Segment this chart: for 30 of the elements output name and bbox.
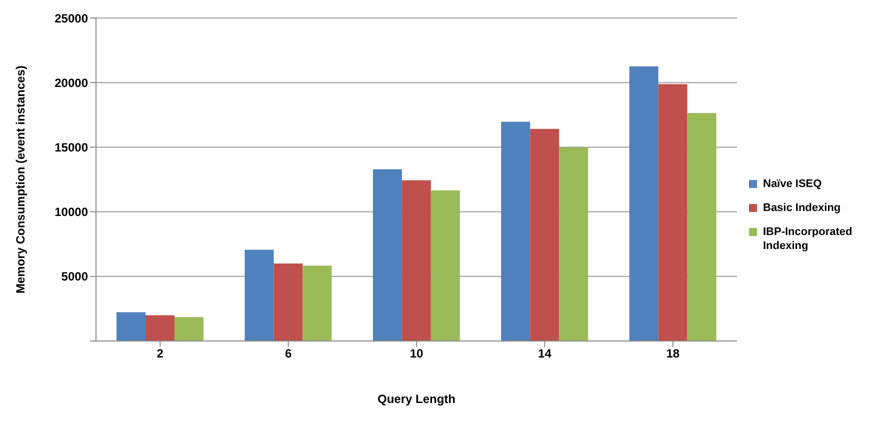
bar [402, 180, 431, 341]
bar [174, 317, 204, 341]
legend-label: Basic Indexing [763, 200, 841, 214]
bar [430, 190, 460, 341]
x-tick-label: 2 [156, 346, 164, 361]
y-tick-label: 5000 [61, 270, 88, 284]
bar [116, 312, 146, 341]
bar [687, 112, 716, 341]
legend-label: IBP-Incorporated Indexing [763, 224, 854, 252]
y-axis-title: Memory Consumption (event instances) [13, 65, 28, 294]
bar [658, 84, 688, 341]
bar [302, 266, 332, 341]
x-tick-label: 10 [410, 346, 424, 361]
bar [501, 122, 530, 341]
y-tick-label: 20000 [54, 76, 88, 90]
bar [530, 128, 560, 341]
legend-label: Naïve ISEQ [763, 176, 822, 190]
y-tick-label: 25000 [54, 11, 88, 26]
x-axis-title: Query Length [377, 392, 456, 406]
bar [629, 66, 658, 341]
bar [244, 250, 274, 341]
y-tick-label: 10000 [54, 205, 88, 220]
bar [372, 169, 402, 341]
x-tick-label: 14 [538, 346, 552, 361]
bar [274, 263, 303, 341]
bar [146, 315, 175, 341]
x-tick-label: 18 [666, 346, 680, 361]
y-tick-label: 15000 [54, 140, 88, 154]
x-tick-label: 6 [284, 346, 292, 361]
bar [559, 147, 588, 341]
